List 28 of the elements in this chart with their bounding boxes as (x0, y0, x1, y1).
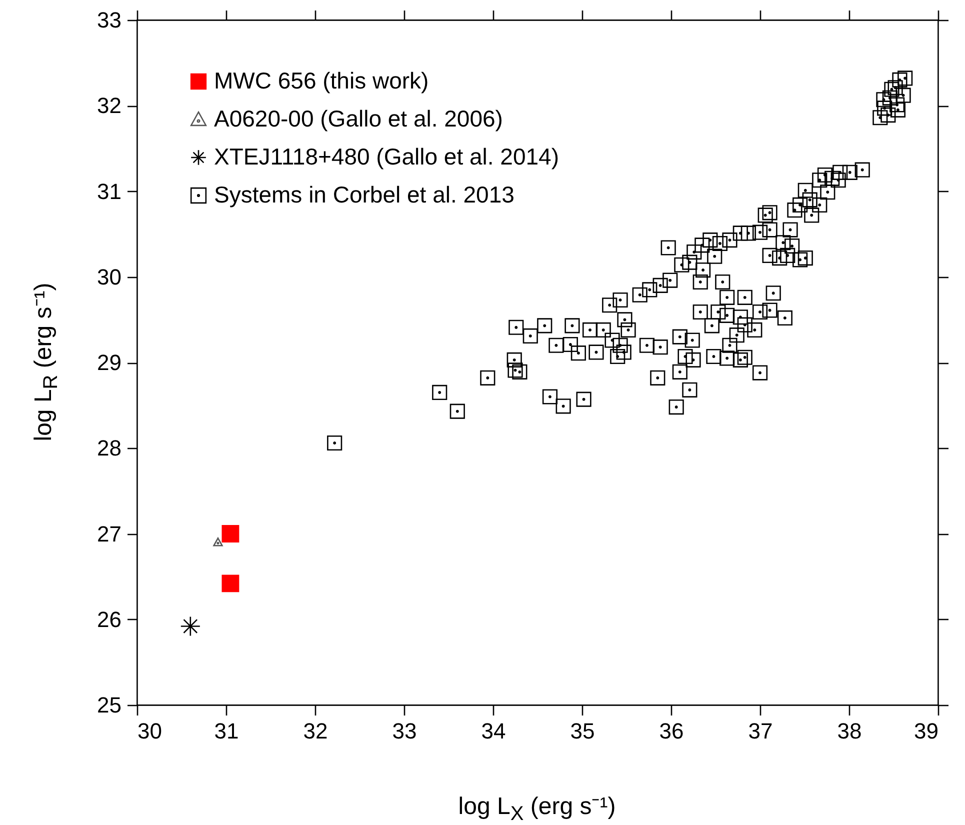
y-tick-label: 28 (97, 436, 122, 461)
legend-label: A0620-00 (Gallo et al. 2006) (214, 106, 503, 132)
x-tick-label: 36 (659, 718, 684, 744)
x-tick-label: 34 (481, 718, 506, 744)
x-tick-label: 31 (214, 718, 239, 744)
legend-label: MWC 656 (this work) (214, 68, 429, 94)
legend-label: XTEJ1118+480 (Gallo et al. 2014) (214, 144, 559, 170)
x-tick-label: 38 (837, 718, 862, 744)
x-tick-label: 35 (570, 718, 595, 744)
point (213, 537, 223, 546)
point (180, 616, 201, 636)
y-tick-label: 25 (97, 692, 122, 718)
point (222, 574, 240, 592)
y-tick-label: 32 (97, 93, 122, 118)
y-tick-label: 26 (97, 606, 122, 632)
legend-label: Systems in Corbel et al. 2013 (214, 182, 514, 208)
y-tick-label: 33 (97, 8, 122, 32)
x-axis-title: log L$_{X}$ (erg s⁻¹) (457, 792, 617, 825)
point (222, 525, 240, 542)
x-tick-label: 37 (748, 718, 773, 744)
y-tick-label: 29 (97, 350, 122, 375)
x-tick-label: 30 (138, 718, 162, 744)
x-tick-label: 39 (914, 718, 938, 744)
y-tick-label: 31 (97, 178, 122, 204)
y-tick-label: 30 (97, 264, 122, 290)
x-tick-label: 33 (392, 718, 417, 744)
x-tick-label: 32 (303, 718, 328, 744)
y-tick-label: 27 (97, 521, 122, 546)
